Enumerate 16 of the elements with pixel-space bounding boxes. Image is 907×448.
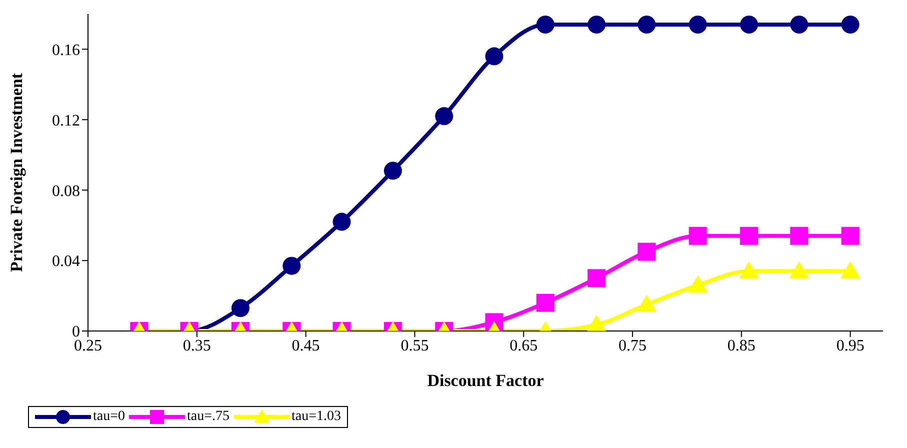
- x-axis-title: Discount Factor: [427, 371, 544, 390]
- y-tick-label: 0.04: [52, 253, 80, 270]
- x-tick-label: 0.75: [618, 337, 647, 354]
- legend-label: tau=.75: [187, 409, 230, 425]
- x-tick-label: 0.55: [400, 337, 429, 354]
- y-axis-title: Private Foreign Investment: [7, 72, 26, 272]
- x-tick-label: 0.65: [510, 337, 538, 354]
- x-tick-label: 0.95: [836, 337, 864, 354]
- y-tick-label: 0.16: [52, 42, 80, 59]
- legend-label: tau=1.03: [292, 409, 341, 425]
- y-tick-label: 0.08: [52, 182, 80, 200]
- x-tick-label: 0.35: [182, 337, 211, 354]
- legend-label: tau=0: [93, 409, 125, 425]
- x-tick-label: 0.85: [727, 337, 756, 354]
- x-tick-label: 0.45: [292, 337, 320, 354]
- y-tick-label: 0.12: [52, 112, 80, 130]
